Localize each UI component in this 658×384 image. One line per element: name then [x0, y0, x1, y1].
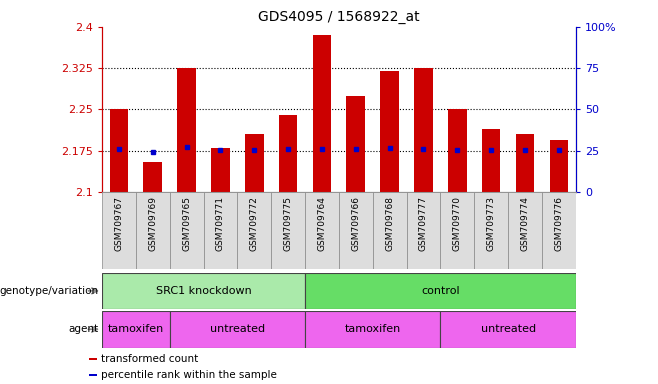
Text: percentile rank within the sample: percentile rank within the sample: [101, 370, 278, 380]
Text: GSM709775: GSM709775: [284, 196, 293, 251]
Text: tamoxifen: tamoxifen: [108, 324, 164, 334]
Bar: [110, 109, 128, 192]
Bar: [170, 311, 305, 348]
Bar: [143, 162, 162, 192]
Text: GSM709777: GSM709777: [419, 196, 428, 251]
Text: GSM709773: GSM709773: [487, 196, 495, 251]
Bar: [347, 96, 365, 192]
Text: untreated: untreated: [210, 324, 265, 334]
Bar: [305, 311, 440, 348]
Bar: [136, 192, 170, 269]
Bar: [339, 192, 372, 269]
Bar: [482, 129, 501, 192]
Bar: [407, 192, 440, 269]
Bar: [313, 35, 331, 192]
Bar: [549, 140, 568, 192]
Bar: [238, 192, 271, 269]
Bar: [305, 273, 576, 309]
Text: agent: agent: [68, 324, 99, 334]
Text: SRC1 knockdown: SRC1 knockdown: [156, 286, 251, 296]
Text: GSM709772: GSM709772: [250, 196, 259, 251]
Bar: [245, 134, 264, 192]
Bar: [279, 115, 297, 192]
Bar: [372, 192, 407, 269]
Text: GSM709767: GSM709767: [114, 196, 124, 251]
Bar: [542, 192, 576, 269]
Text: genotype/variation: genotype/variation: [0, 286, 99, 296]
Text: GSM709770: GSM709770: [453, 196, 462, 251]
Bar: [203, 192, 238, 269]
Bar: [102, 273, 305, 309]
Bar: [102, 311, 170, 348]
Bar: [271, 192, 305, 269]
Bar: [474, 192, 508, 269]
Text: GSM709769: GSM709769: [148, 196, 157, 251]
Text: GSM709766: GSM709766: [351, 196, 361, 251]
Text: GSM709765: GSM709765: [182, 196, 191, 251]
Bar: [380, 71, 399, 192]
Bar: [170, 192, 203, 269]
Bar: [89, 374, 97, 376]
Title: GDS4095 / 1568922_at: GDS4095 / 1568922_at: [258, 10, 420, 25]
Text: control: control: [421, 286, 460, 296]
Bar: [102, 192, 136, 269]
Bar: [508, 192, 542, 269]
Text: untreated: untreated: [480, 324, 536, 334]
Bar: [211, 148, 230, 192]
Text: GSM709771: GSM709771: [216, 196, 225, 251]
Text: GSM709774: GSM709774: [520, 196, 530, 251]
Bar: [89, 358, 97, 360]
Text: tamoxifen: tamoxifen: [345, 324, 401, 334]
Text: GSM709776: GSM709776: [554, 196, 563, 251]
Bar: [414, 68, 433, 192]
Text: GSM709764: GSM709764: [317, 196, 326, 251]
Bar: [516, 134, 534, 192]
Bar: [177, 68, 196, 192]
Text: GSM709768: GSM709768: [385, 196, 394, 251]
Bar: [440, 311, 576, 348]
Bar: [440, 192, 474, 269]
Text: transformed count: transformed count: [101, 354, 199, 364]
Bar: [448, 109, 467, 192]
Bar: [305, 192, 339, 269]
